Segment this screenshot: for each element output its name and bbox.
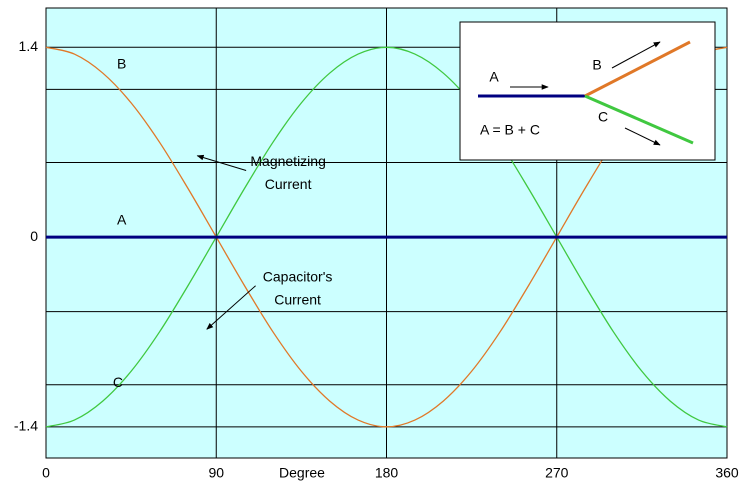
annotation: Capacitor's [263, 268, 333, 284]
annotation-arrow [196, 154, 247, 171]
inset-label: A [489, 69, 499, 85]
inset-box [459, 21, 716, 161]
series-label: B [117, 56, 126, 72]
inset-arrow [624, 127, 661, 146]
annotation: Current [265, 176, 312, 192]
annotation: Current [274, 291, 321, 307]
x-axis-label: Degree [279, 465, 325, 481]
x-tick-label: 180 [375, 465, 399, 481]
y-tick-label: -1.4 [14, 418, 38, 434]
x-tick-label: 90 [208, 465, 224, 481]
y-tick-label: 1.4 [19, 38, 39, 54]
inset-label: C [598, 109, 608, 125]
inset-equation: A = B + C [480, 122, 540, 138]
series-label: A [117, 212, 127, 228]
annotation: Magnetizing [250, 153, 326, 169]
annotation-arrow [206, 285, 256, 330]
inset-line-c [584, 94, 694, 145]
x-tick-label: 270 [545, 465, 569, 481]
x-tick-label: 360 [715, 465, 739, 481]
x-tick-label: 0 [42, 465, 50, 481]
inset-line-b [584, 40, 691, 98]
inset-label: B [592, 57, 601, 73]
inset-arrow [611, 41, 661, 69]
series-label: C [113, 374, 123, 390]
line-c [45, 46, 728, 428]
inset: A B C A = B + C [459, 21, 716, 161]
y-tick-label: 0 [30, 228, 38, 244]
